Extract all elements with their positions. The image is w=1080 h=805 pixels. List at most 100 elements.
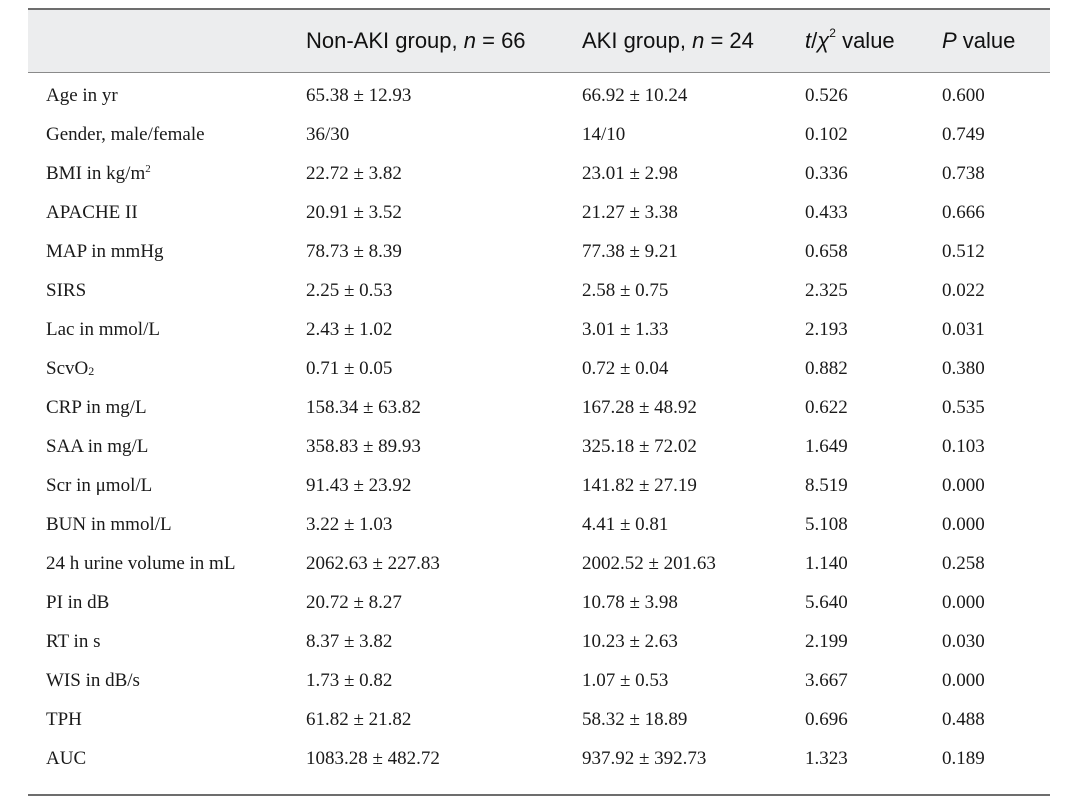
aki-value: 58.32 ± 18.89	[582, 709, 688, 730]
aki-value: 21.27 ± 3.38	[582, 202, 678, 223]
p-value: 0.000	[942, 514, 985, 535]
row-label-text: APACHE II	[46, 202, 138, 223]
table-row: WIS in dB/s 1.73 ± 0.82 1.07 ± 0.53 3.667 0.…	[28, 661, 1050, 700]
header-p-value: P value	[942, 28, 1015, 54]
table-row: Age in yr 65.38 ± 12.93 66.92 ± 10.24 0.526…	[28, 76, 1050, 115]
p-value: 0.022	[942, 280, 985, 301]
row-label-text: Age in yr	[46, 85, 118, 106]
row-label-text: WIS in dB/s	[46, 670, 140, 691]
header-non-aki-count: = 66	[476, 28, 526, 53]
header-aki-count: = 24	[704, 28, 754, 53]
row-label-text: Lac in mmol/L	[46, 319, 160, 340]
table-header: Non-AKI group, n = 66 AKI group, n = 24 …	[28, 10, 1050, 72]
statistic-value: 0.336	[805, 163, 848, 184]
non-aki-value: 2062.63 ± 227.83	[306, 553, 440, 574]
aki-value: 10.78 ± 3.98	[582, 592, 678, 613]
non-aki-value: 1.73 ± 0.82	[306, 670, 393, 691]
p-value: 0.030	[942, 631, 985, 652]
p-value: 0.000	[942, 475, 985, 496]
table-row: RT in s 8.37 ± 3.82 10.23 ± 2.63 2.199 0.030	[28, 622, 1050, 661]
p-value: 0.600	[942, 85, 985, 106]
row-label-text: RT in s	[46, 631, 101, 652]
data-table: Non-AKI group, n = 66 AKI group, n = 24 …	[28, 8, 1050, 796]
table-row: SAA in mg/L 358.83 ± 89.93 325.18 ± 72.02 1…	[28, 427, 1050, 466]
aki-value: 0.72 ± 0.04	[582, 358, 669, 379]
row-label: SIRS	[46, 271, 86, 310]
aki-value: 141.82 ± 27.19	[582, 475, 697, 496]
aki-value: 4.41 ± 0.81	[582, 514, 669, 535]
row-label: WIS in dB/s	[46, 661, 140, 700]
non-aki-value: 91.43 ± 23.92	[306, 475, 412, 496]
row-label: RT in s	[46, 622, 100, 661]
header-test-statistic: t/χ2 value	[805, 26, 895, 54]
p-value: 0.512	[942, 241, 985, 262]
row-label-text: PI in dB	[46, 592, 110, 613]
row-label-text: SAA in mg/L	[46, 436, 149, 457]
header-non-aki-group: Non-AKI group, n = 66	[306, 28, 526, 54]
row-label: BUN in mmol/L	[46, 505, 172, 544]
non-aki-value: 20.72 ± 8.27	[306, 592, 402, 613]
row-label-text: CRP in mg/L	[46, 397, 147, 418]
row-label: Scr in μmol/L	[46, 466, 152, 505]
table-row: AUC 1083.28 ± 482.72 937.92 ± 392.73 1.323 0…	[28, 739, 1050, 778]
header-aki-n: n	[692, 28, 705, 53]
non-aki-value: 2.25 ± 0.53	[306, 280, 393, 301]
aki-value: 66.92 ± 10.24	[582, 85, 688, 106]
row-label: Gender, male/female	[46, 115, 205, 154]
header-stat-superscript: 2	[829, 26, 836, 40]
table-row: Scr in μmol/L 91.43 ± 23.92 141.82 ± 27.19…	[28, 466, 1050, 505]
aki-value: 2002.52 ± 201.63	[582, 553, 716, 574]
header-p-suffix: value	[956, 28, 1016, 53]
aki-value: 167.28 ± 48.92	[582, 397, 697, 418]
p-value: 0.103	[942, 436, 985, 457]
row-label-text: AUC	[46, 748, 87, 769]
table-row: TPH 61.82 ± 21.82 58.32 ± 18.89 0.696 0.488	[28, 700, 1050, 739]
table-row: 24 h urine volume in mL 2062.63 ± 227.83 2…	[28, 544, 1050, 583]
non-aki-value: 65.38 ± 12.93	[306, 85, 412, 106]
p-value: 0.749	[942, 124, 985, 145]
statistic-value: 3.667	[805, 670, 848, 691]
row-label-text: MAP in mmHg	[46, 241, 164, 262]
header-non-aki-text: Non-AKI group,	[306, 28, 464, 53]
header-stat-t: t	[805, 28, 812, 53]
statistic-value: 0.882	[805, 358, 848, 379]
aki-value: 325.18 ± 72.02	[582, 436, 697, 457]
statistic-value: 5.640	[805, 592, 848, 613]
p-value: 0.380	[942, 358, 985, 379]
row-label-text: 24 h urine volume in mL	[46, 553, 236, 574]
statistic-value: 2.325	[805, 280, 848, 301]
table-row: CRP in mg/L 158.34 ± 63.82 167.28 ± 48.92 0…	[28, 388, 1050, 427]
p-value: 0.000	[942, 592, 985, 613]
header-aki-group: AKI group, n = 24	[582, 28, 754, 54]
statistic-value: 0.433	[805, 202, 848, 223]
p-value: 0.535	[942, 397, 985, 418]
aki-value: 10.23 ± 2.63	[582, 631, 678, 652]
aki-value: 23.01 ± 2.98	[582, 163, 678, 184]
non-aki-value: 22.72 ± 3.82	[306, 163, 402, 184]
row-label-text: ScvO	[46, 358, 89, 379]
non-aki-value: 2.43 ± 1.02	[306, 319, 393, 340]
row-label: Age in yr	[46, 76, 118, 115]
row-label: BMI in kg/m2	[46, 154, 151, 193]
header-p: P	[942, 28, 957, 53]
table-bottom-rule	[28, 794, 1050, 796]
table-row: BUN in mmol/L 3.22 ± 1.03 4.41 ± 0.81 5.108…	[28, 505, 1050, 544]
table-row: PI in dB 20.72 ± 8.27 10.78 ± 3.98 5.640 0.0…	[28, 583, 1050, 622]
row-label: PI in dB	[46, 583, 109, 622]
non-aki-value: 78.73 ± 8.39	[306, 241, 402, 262]
non-aki-value: 158.34 ± 63.82	[306, 397, 421, 418]
table-row: SIRS 2.25 ± 0.53 2.58 ± 0.75 2.325 0.022	[28, 271, 1050, 310]
aki-value: 3.01 ± 1.33	[582, 319, 669, 340]
row-label-text: BUN in mmol/L	[46, 514, 172, 535]
non-aki-value: 36/30	[306, 124, 350, 145]
table-row: BMI in kg/m2 22.72 ± 3.82 23.01 ± 2.98 0.33…	[28, 154, 1050, 193]
non-aki-value: 0.71 ± 0.05	[306, 358, 393, 379]
table-row: APACHE II 20.91 ± 3.52 21.27 ± 3.38 0.433 0.…	[28, 193, 1050, 232]
row-label: ScvO2	[46, 349, 94, 388]
aki-value: 14/10	[582, 124, 626, 145]
row-label: APACHE II	[46, 193, 138, 232]
p-value: 0.666	[942, 202, 985, 223]
p-value: 0.000	[942, 670, 985, 691]
statistic-value: 2.193	[805, 319, 848, 340]
statistic-value: 0.102	[805, 124, 848, 145]
